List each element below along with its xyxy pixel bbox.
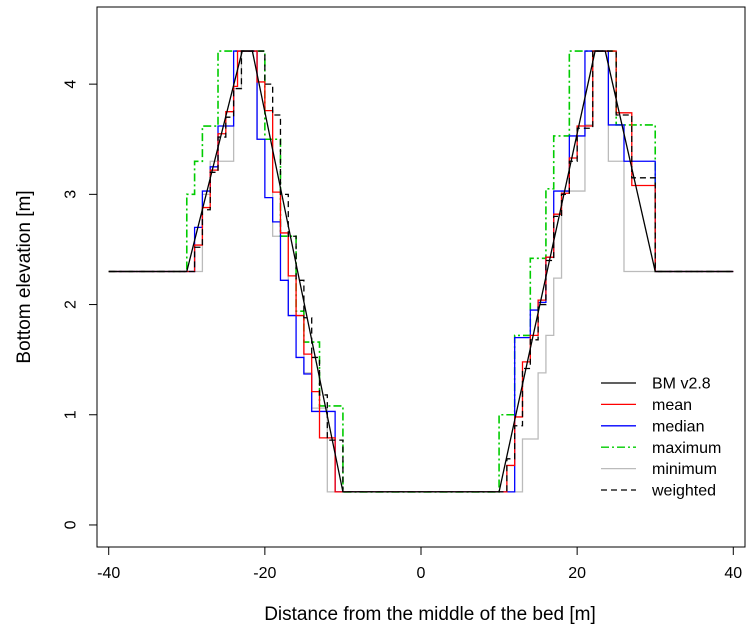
series-line-bm-v2-8	[108, 50, 734, 493]
series-line-weighted	[108, 50, 734, 493]
legend-label: median	[652, 418, 704, 435]
x-tick-label: 0	[417, 565, 426, 582]
y-axis-title: Bottom elevation [m]	[14, 190, 35, 363]
x-tick-label: -20	[253, 565, 276, 582]
x-tick-label: -40	[97, 565, 120, 582]
x-axis: -40 -20 0 20 40	[97, 547, 742, 582]
x-tick-label: 40	[724, 565, 742, 582]
y-tick-label: 0	[63, 520, 80, 529]
y-tick-label: 1	[63, 410, 80, 419]
x-axis-title: Distance from the middle of the bed [m]	[264, 604, 596, 625]
legend-label: maximum	[652, 440, 721, 457]
y-tick-label: 4	[63, 80, 80, 89]
x-tick-label: 20	[568, 565, 586, 582]
legend-label: minimum	[652, 461, 717, 478]
plot-frame	[96, 6, 746, 548]
y-tick-label: 2	[63, 300, 80, 309]
series-line-minimum	[108, 50, 734, 493]
legend: BM v2.8 mean median maximum minimum weighted	[601, 376, 721, 500]
y-tick-label: 3	[63, 190, 80, 199]
y-axis: 0 1 2 3 4	[63, 80, 97, 529]
legend-label: BM v2.8	[652, 376, 711, 393]
legend-label: weighted	[651, 483, 716, 500]
series-layer	[108, 50, 734, 493]
legend-label: mean	[652, 397, 692, 414]
